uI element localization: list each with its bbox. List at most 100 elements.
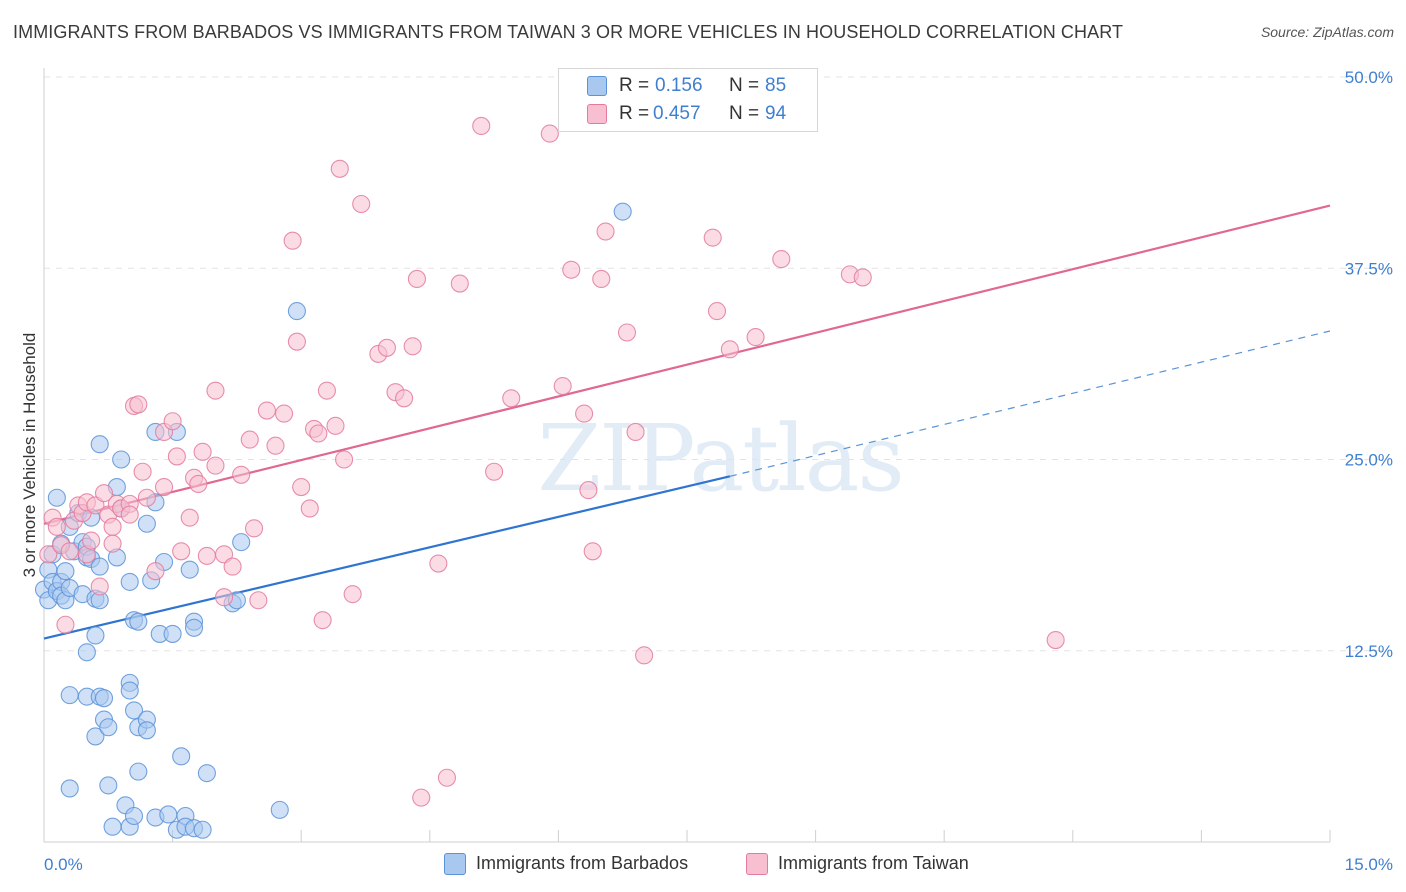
point-taiwan-82 bbox=[596, 222, 615, 241]
point-barbados-29 bbox=[90, 435, 109, 454]
point-taiwan-77 bbox=[562, 260, 581, 279]
point-taiwan-88 bbox=[720, 340, 739, 359]
point-taiwan-69 bbox=[429, 554, 448, 573]
source-label: Source: ZipAtlas.com bbox=[1260, 24, 1394, 40]
point-taiwan-80 bbox=[583, 542, 602, 561]
legend-swatch-barbados bbox=[587, 76, 607, 96]
point-taiwan-83 bbox=[617, 323, 637, 342]
point-taiwan-45 bbox=[249, 591, 268, 610]
point-taiwan-65 bbox=[395, 389, 414, 408]
point-taiwan-86 bbox=[703, 228, 722, 247]
point-taiwan-60 bbox=[343, 585, 362, 604]
point-taiwan-84 bbox=[626, 422, 645, 442]
legend-r-value-taiwan: 0.457 bbox=[653, 103, 701, 124]
point-taiwan-56 bbox=[317, 381, 336, 400]
point-barbados-28 bbox=[86, 727, 105, 746]
point-taiwan-48 bbox=[275, 404, 294, 423]
y-tick-label-3: 50.0% bbox=[1345, 68, 1393, 87]
point-barbados-71 bbox=[184, 618, 204, 637]
point-taiwan-29 bbox=[163, 412, 182, 431]
point-taiwan-4 bbox=[56, 615, 75, 634]
point-taiwan-76 bbox=[553, 377, 572, 396]
y-axis-label: 3 or more Vehicles in Household bbox=[20, 333, 39, 578]
point-taiwan-90 bbox=[772, 250, 791, 269]
point-barbados-55 bbox=[137, 721, 156, 740]
point-taiwan-68 bbox=[412, 788, 431, 807]
point-taiwan-37 bbox=[206, 381, 225, 400]
point-taiwan-30 bbox=[167, 447, 186, 466]
point-taiwan-13 bbox=[90, 577, 109, 596]
point-taiwan-87 bbox=[707, 302, 727, 321]
bottom-legend-swatch-taiwan bbox=[746, 853, 768, 875]
point-taiwan-36 bbox=[197, 546, 216, 565]
point-taiwan-23 bbox=[129, 395, 148, 414]
point-taiwan-79 bbox=[579, 481, 598, 500]
point-taiwan-75 bbox=[540, 124, 559, 143]
point-barbados-77 bbox=[232, 533, 251, 552]
point-barbados-78 bbox=[270, 800, 289, 819]
point-taiwan-40 bbox=[214, 588, 234, 607]
point-taiwan-34 bbox=[189, 474, 208, 494]
point-taiwan-52 bbox=[300, 499, 319, 518]
point-taiwan-26 bbox=[146, 562, 165, 581]
point-taiwan-71 bbox=[450, 274, 469, 293]
point-taiwan-73 bbox=[485, 462, 504, 481]
point-barbados-15 bbox=[60, 779, 79, 798]
point-taiwan-70 bbox=[437, 768, 456, 787]
point-taiwan-14 bbox=[94, 484, 114, 503]
point-taiwan-49 bbox=[283, 231, 302, 250]
point-barbados-33 bbox=[94, 689, 114, 708]
point-taiwan-72 bbox=[472, 116, 491, 136]
point-barbados-37 bbox=[103, 817, 122, 836]
point-taiwan-47 bbox=[266, 436, 285, 455]
point-taiwan-44 bbox=[244, 519, 264, 538]
point-taiwan-24 bbox=[133, 462, 152, 481]
point-taiwan-0 bbox=[39, 545, 58, 564]
x-tick-label-0: 0.0% bbox=[44, 855, 83, 874]
point-barbados-73 bbox=[193, 820, 212, 839]
point-barbados-53 bbox=[137, 514, 156, 533]
point-taiwan-92 bbox=[853, 268, 872, 287]
point-taiwan-59 bbox=[335, 450, 354, 469]
point-taiwan-57 bbox=[326, 416, 345, 435]
point-taiwan-67 bbox=[407, 269, 426, 289]
point-taiwan-41 bbox=[223, 557, 242, 576]
point-barbados-66 bbox=[172, 747, 191, 766]
stats-legend: R = 0.156 N = 85 R = 0.457 N = 94 bbox=[558, 68, 818, 132]
point-barbados-30 bbox=[90, 557, 109, 576]
legend-n-label: N = bbox=[729, 103, 760, 124]
point-taiwan-25 bbox=[137, 488, 156, 507]
point-barbados-22 bbox=[77, 643, 96, 662]
point-barbados-49 bbox=[124, 806, 144, 826]
point-barbados-11 bbox=[56, 562, 75, 581]
tick-labels: 12.5% 25.0% 37.5% 50.0% 0.0% 15.0% bbox=[44, 68, 1393, 874]
legend-n-value-barbados: 85 bbox=[765, 75, 787, 96]
y-tick-label-2: 37.5% bbox=[1345, 259, 1393, 278]
point-barbados-45 bbox=[120, 681, 139, 700]
legend-r-value-barbados: 0.156 bbox=[655, 75, 703, 96]
point-barbados-41 bbox=[112, 450, 131, 469]
bottom-legend-swatch-barbados bbox=[444, 853, 466, 875]
point-taiwan-12 bbox=[86, 496, 105, 515]
trend-line-barbados bbox=[43, 475, 731, 640]
bottom-legend-label-barbados: Immigrants from Barbados bbox=[476, 853, 689, 873]
point-barbados-79 bbox=[287, 302, 306, 321]
point-taiwan-2 bbox=[47, 517, 66, 536]
point-taiwan-31 bbox=[172, 542, 191, 561]
point-taiwan-35 bbox=[193, 442, 212, 461]
legend-r-label: R = bbox=[619, 75, 650, 96]
legend-r-label: R = bbox=[619, 103, 650, 124]
point-taiwan-78 bbox=[575, 404, 594, 423]
watermark: ZIPatlas bbox=[537, 405, 902, 512]
point-taiwan-93 bbox=[1046, 630, 1065, 650]
point-taiwan-55 bbox=[313, 611, 332, 630]
point-taiwan-16 bbox=[103, 517, 122, 536]
legend-swatch-taiwan bbox=[587, 104, 607, 124]
point-barbados-35 bbox=[99, 718, 118, 737]
point-barbados-63 bbox=[163, 624, 182, 643]
point-barbados-52 bbox=[129, 762, 148, 781]
point-taiwan-63 bbox=[377, 338, 396, 357]
point-taiwan-50 bbox=[287, 332, 306, 351]
point-taiwan-42 bbox=[232, 465, 251, 484]
point-taiwan-11 bbox=[82, 531, 101, 550]
